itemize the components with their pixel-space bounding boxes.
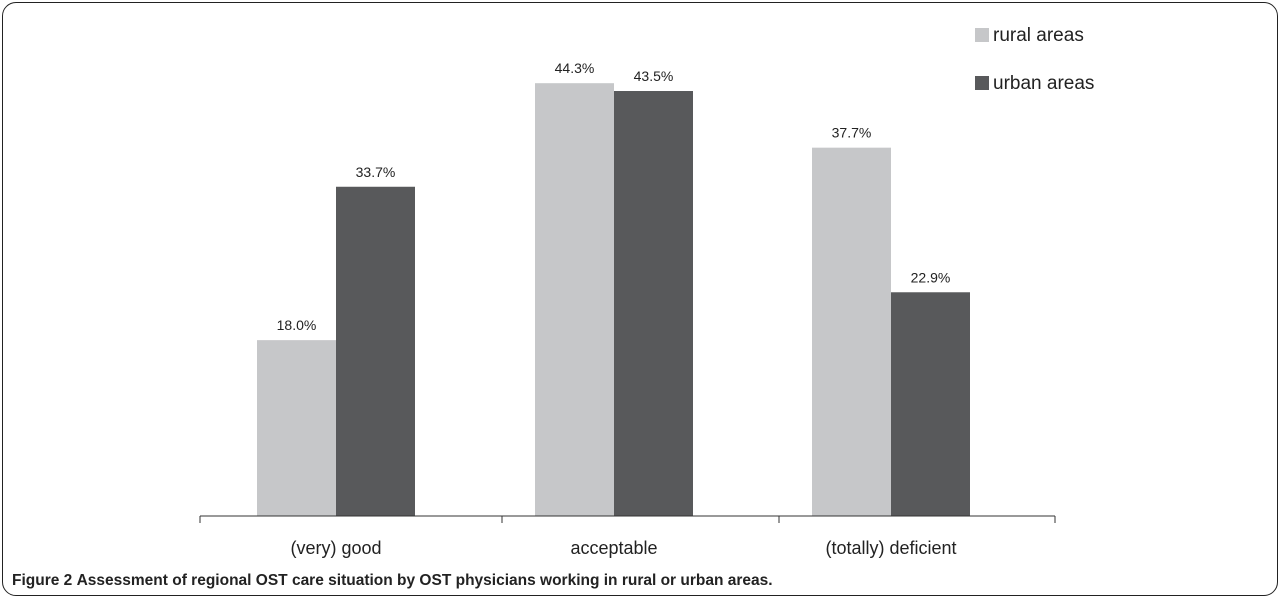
category-label-very-good: (very) good xyxy=(290,538,381,558)
bar-urban-areas-acceptable xyxy=(614,91,693,516)
category-label-totally-deficient: (totally) deficient xyxy=(825,538,956,558)
value-label-rural-areas-acceptable: 44.3% xyxy=(555,60,595,76)
bar-rural-areas-totally-deficient xyxy=(812,147,891,516)
legend-label-urban-areas: urban areas xyxy=(993,73,1094,94)
value-labels-layer: 18.0% 33.7% 44.3% 43.5% 37.7% 22.9% xyxy=(277,60,951,333)
bar-rural-areas-very-good xyxy=(257,340,336,516)
legend-label-rural-areas: rural areas xyxy=(993,25,1084,46)
legend-swatch-rural-areas xyxy=(975,28,989,42)
figure-caption-text: Assessment of regional OST care situatio… xyxy=(76,572,773,589)
bar-urban-areas-totally-deficient xyxy=(891,292,970,516)
category-label-acceptable: acceptable xyxy=(570,538,657,558)
bar-chart: 18.0% 33.7% 44.3% 43.5% 37.7% 22.9% (very) go… xyxy=(199,25,1094,558)
value-label-rural-areas-totally-deficient: 37.7% xyxy=(832,125,872,141)
figure-label: Figure 2 xyxy=(12,572,73,589)
bar-rural-areas-acceptable xyxy=(535,83,614,517)
value-label-urban-areas-totally-deficient: 22.9% xyxy=(911,269,951,285)
value-label-urban-areas-very-good: 33.7% xyxy=(356,164,396,180)
value-label-urban-areas-acceptable: 43.5% xyxy=(634,68,674,84)
value-label-rural-areas-very-good: 18.0% xyxy=(277,317,317,333)
bars-layer xyxy=(257,83,970,517)
x-axis: (very) good acceptable (totally) deficient xyxy=(199,515,1056,558)
legend-swatch-urban-areas xyxy=(975,76,989,90)
bar-urban-areas-very-good xyxy=(336,186,415,516)
legend: rural areas urban areas xyxy=(975,25,1094,94)
figure-caption: Figure 2 Assessment of regional OST care… xyxy=(12,572,773,590)
